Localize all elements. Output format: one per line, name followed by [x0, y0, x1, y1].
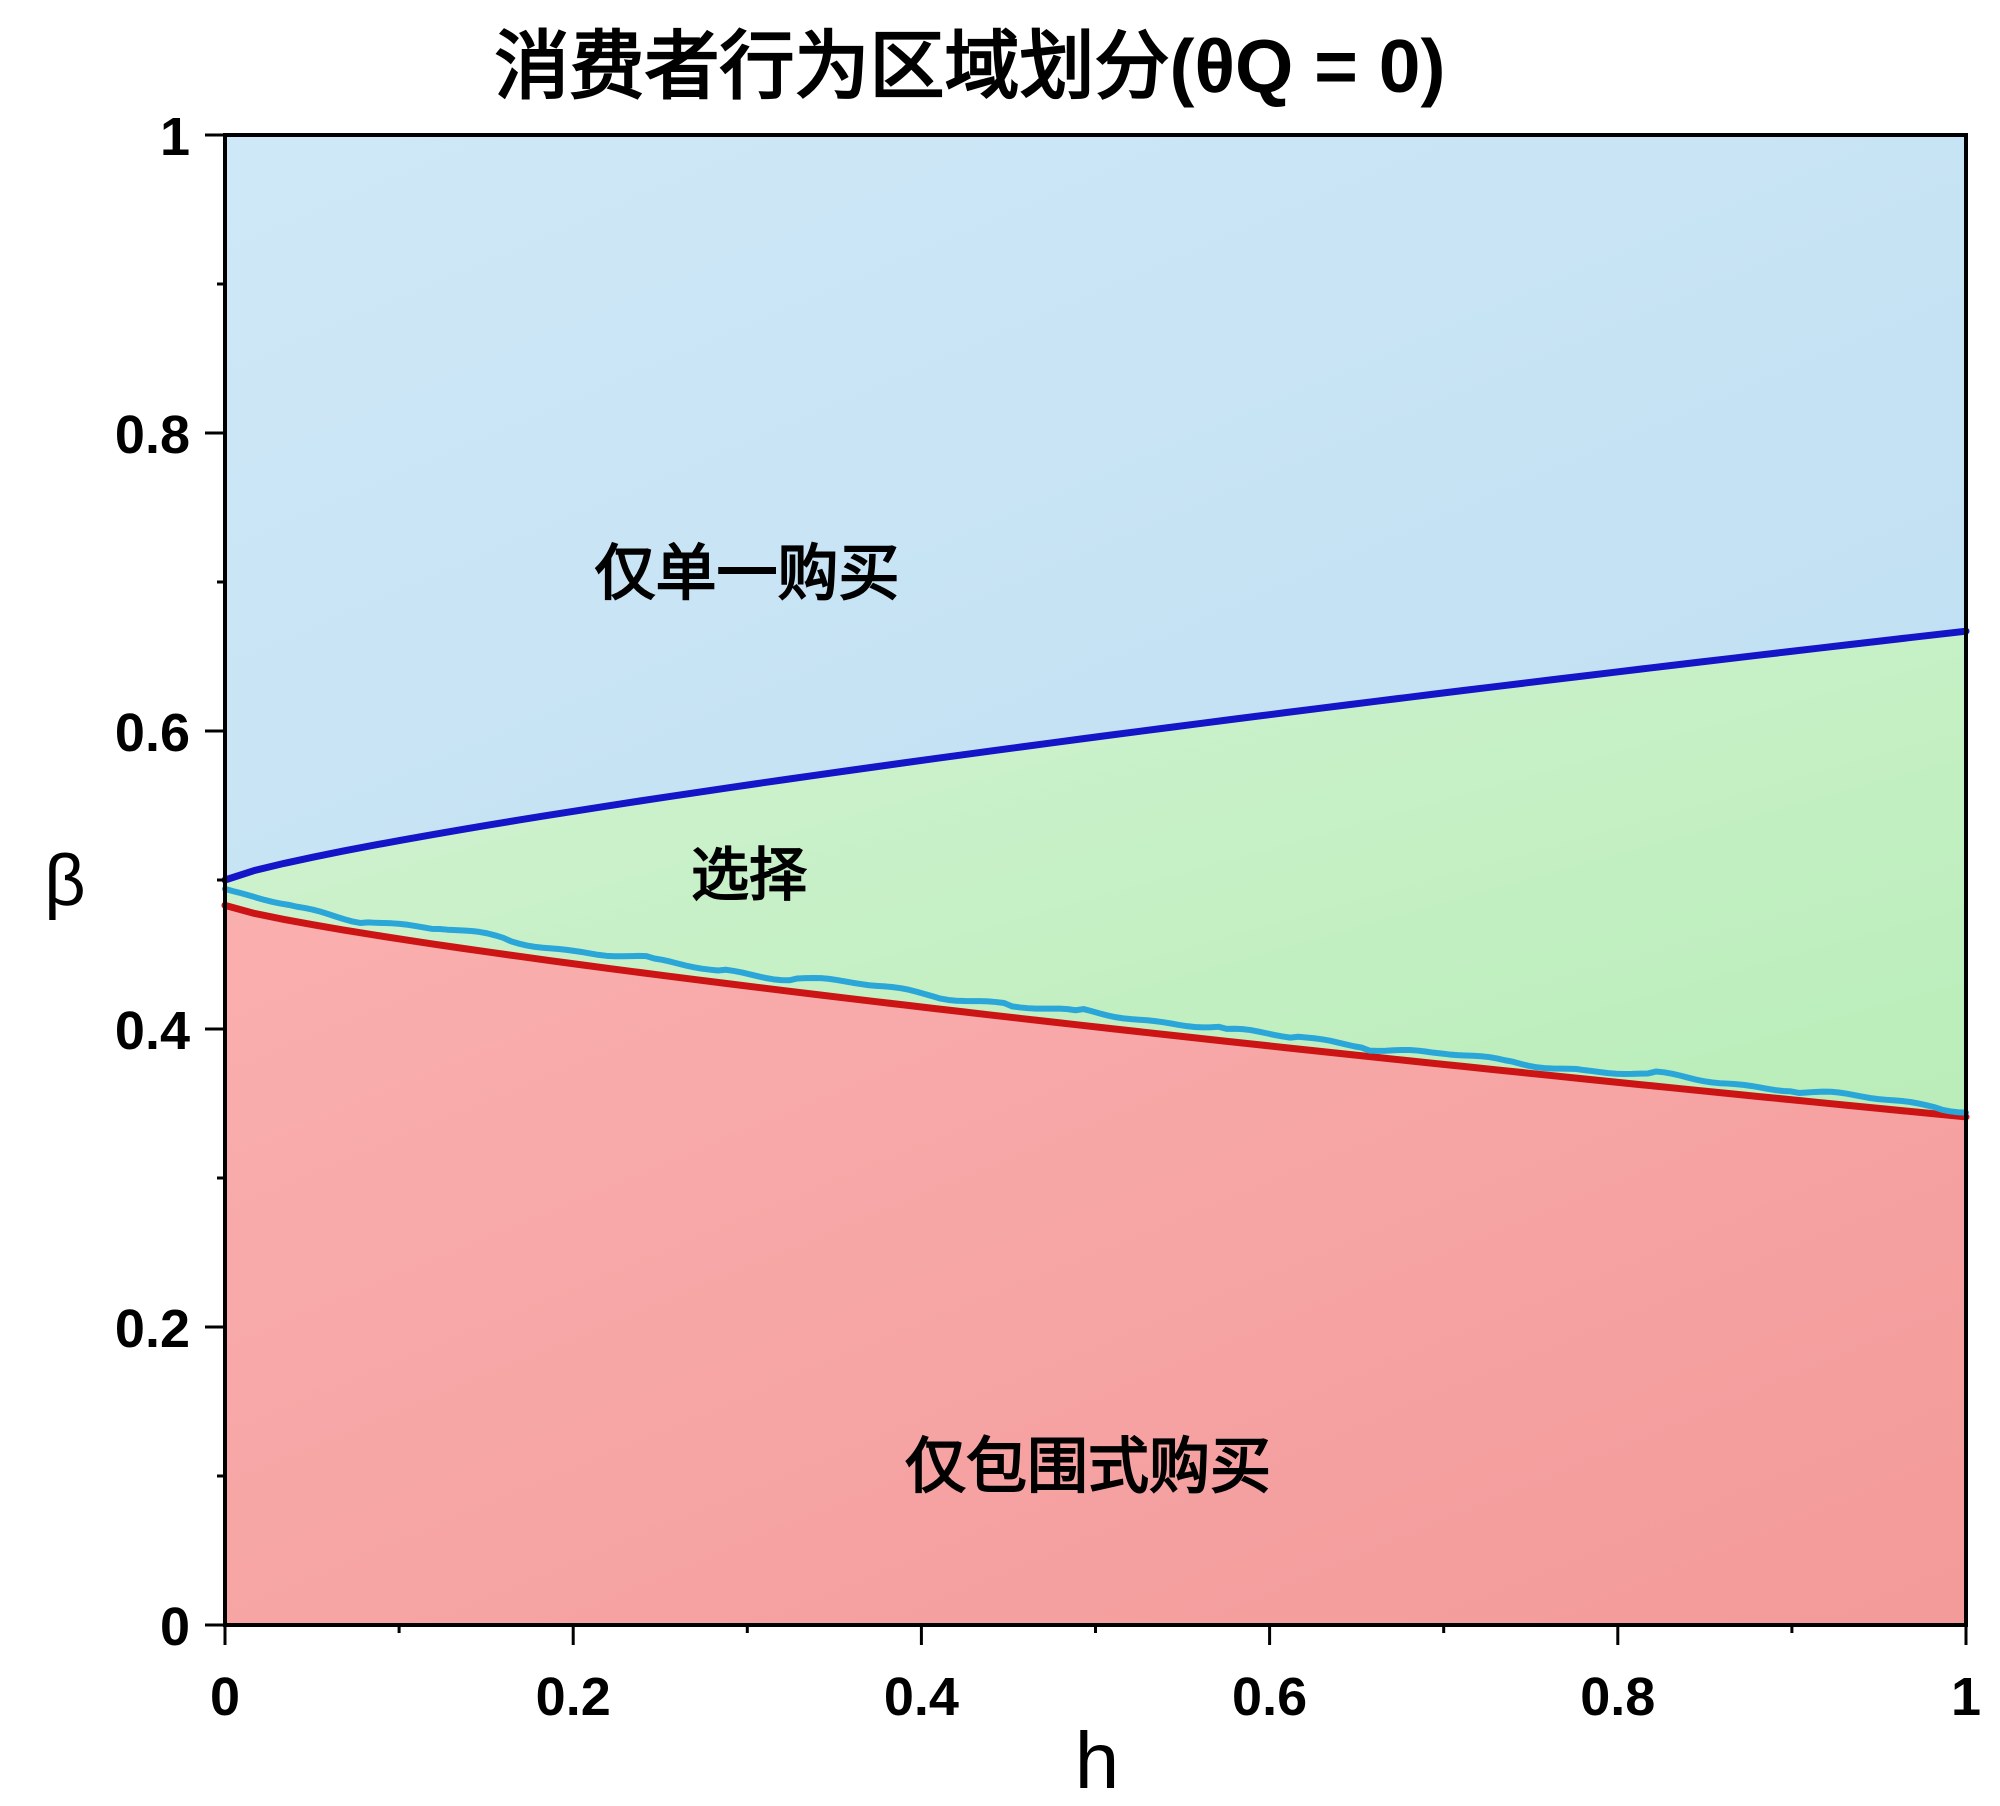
- svg-text:消费者行为区域划分(θQ = 0): 消费者行为区域划分(θQ = 0): [494, 24, 1445, 108]
- svg-text:0.4: 0.4: [884, 1667, 959, 1727]
- svg-text:0.4: 0.4: [115, 1001, 190, 1061]
- svg-text:仅单一购买: 仅单一购买: [594, 539, 899, 607]
- svg-text:0.6: 0.6: [115, 703, 190, 763]
- svg-text:0: 0: [160, 1597, 190, 1657]
- svg-text:0.2: 0.2: [536, 1667, 611, 1727]
- svg-text:仅包围式购买: 仅包围式购买: [905, 1432, 1271, 1500]
- svg-text:0.2: 0.2: [115, 1299, 190, 1359]
- svg-text:β: β: [44, 841, 85, 921]
- svg-text:1: 1: [1951, 1667, 1981, 1727]
- svg-text:0.8: 0.8: [1580, 1667, 1655, 1727]
- svg-text:0.8: 0.8: [115, 405, 190, 465]
- svg-text:选择: 选择: [691, 843, 808, 908]
- svg-text:h: h: [1075, 1716, 1120, 1801]
- svg-text:0.6: 0.6: [1232, 1667, 1307, 1727]
- svg-text:1: 1: [160, 107, 190, 167]
- svg-text:0: 0: [210, 1667, 240, 1727]
